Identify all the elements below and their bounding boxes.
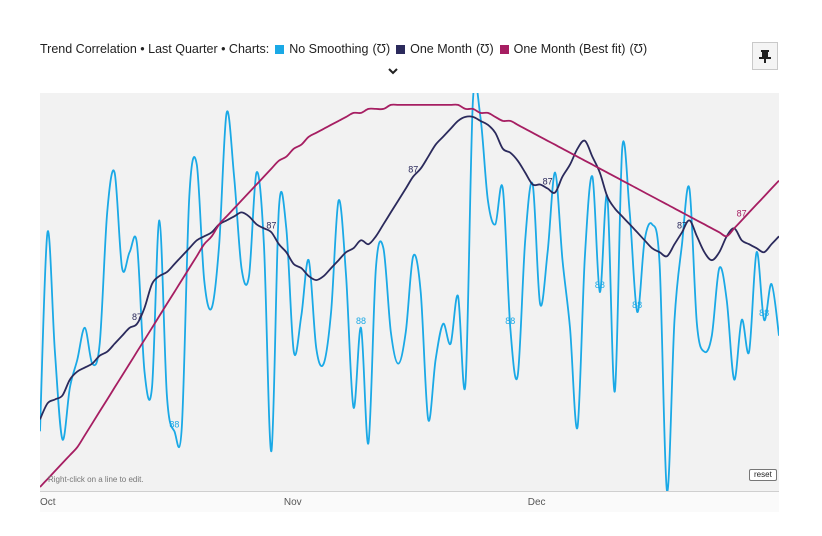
pin-button[interactable] — [752, 42, 778, 70]
chevron-down-icon[interactable] — [386, 64, 400, 78]
series-one-month-line[interactable] — [39, 115, 780, 420]
x-axis: Oct Nov Dec — [40, 492, 779, 512]
data-label: 87 — [677, 220, 687, 230]
data-label: 87 — [266, 220, 276, 230]
data-label: 88 — [169, 419, 179, 429]
legend-suffix[interactable]: (Ʊ) — [372, 42, 391, 56]
data-label: 88 — [759, 308, 769, 318]
legend-suffix[interactable]: (Ʊ) — [475, 42, 494, 56]
reset-button[interactable]: reset — [749, 469, 777, 481]
data-label: 87 — [408, 165, 418, 175]
series-no-smoothing-line[interactable] — [39, 81, 780, 492]
x-tick-label: Dec — [527, 497, 546, 508]
legend-label: No Smoothing — [289, 42, 369, 56]
data-label: 88 — [505, 316, 515, 326]
line-chart: 88 88 88 88 88 88 87 87 87 87 87 87 — [39, 81, 780, 492]
data-label: 88 — [595, 280, 605, 290]
x-tick-label: Nov — [283, 497, 302, 508]
data-label: 88 — [356, 316, 366, 326]
legend-swatch — [396, 44, 406, 54]
data-label: 88 — [632, 300, 642, 310]
legend-label: One Month — [410, 42, 472, 56]
legend-item[interactable]: One Month (Ʊ) — [390, 42, 494, 56]
legend-item[interactable]: One Month (Best fit) (Ʊ) — [494, 42, 648, 56]
data-label: 87 — [543, 177, 553, 187]
legend-items: No Smoothing (Ʊ) One Month (Ʊ) One Month (Be… — [269, 42, 647, 56]
plot-area: 88 88 88 88 88 88 87 87 87 87 87 87 — [39, 81, 780, 492]
edit-hint: Right-click on a line to edit. — [48, 475, 144, 484]
data-label: 87 — [132, 312, 142, 322]
legend-swatch — [499, 44, 509, 54]
x-axis-line — [40, 491, 779, 492]
x-tick-label: Oct — [40, 497, 56, 508]
pin-icon — [759, 50, 771, 63]
legend-swatch — [275, 44, 285, 54]
data-label: 87 — [737, 208, 747, 218]
series-best-fit-line[interactable] — [39, 103, 780, 488]
legend-label: One Month (Best fit) — [513, 42, 626, 56]
legend-prefix: Trend Correlation • Last Quarter • Chart… — [40, 42, 270, 56]
chart-legend: Trend Correlation • Last Quarter • Chart… — [40, 42, 647, 56]
legend-item[interactable]: No Smoothing (Ʊ) — [269, 42, 390, 56]
legend-suffix[interactable]: (Ʊ) — [629, 42, 648, 56]
